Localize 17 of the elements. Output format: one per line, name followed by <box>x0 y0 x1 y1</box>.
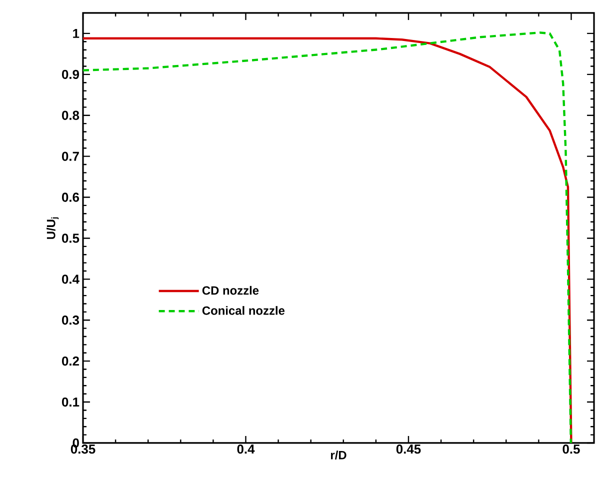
x-axis-title: r/D <box>330 450 346 460</box>
x-tick-label: 0.5 <box>562 444 580 454</box>
y-tick-label: 0.7 <box>62 152 79 161</box>
y-axis-title: U/U$_{j}$ <box>46 217 59 239</box>
y-tick-label: 0.6 <box>62 192 80 202</box>
y-tick-label: 0.5 <box>62 234 80 243</box>
y-tick-label: 0.3 <box>62 316 80 325</box>
x-tick-label: 0.4 <box>237 444 255 454</box>
legend-label: Conical nozzle <box>202 306 285 315</box>
y-tick-label: 0.1 <box>62 397 80 407</box>
y-tick-label: 1 <box>73 29 80 38</box>
legend-label: CD nozzle <box>202 286 259 295</box>
x-tick-label: 0.45 <box>396 444 421 454</box>
y-tick-label: 0.8 <box>62 110 80 120</box>
y-tick-label: 0.2 <box>62 356 79 366</box>
y-tick-label: 0.4 <box>62 274 80 284</box>
y-tick-label: 0.9 <box>62 70 80 79</box>
